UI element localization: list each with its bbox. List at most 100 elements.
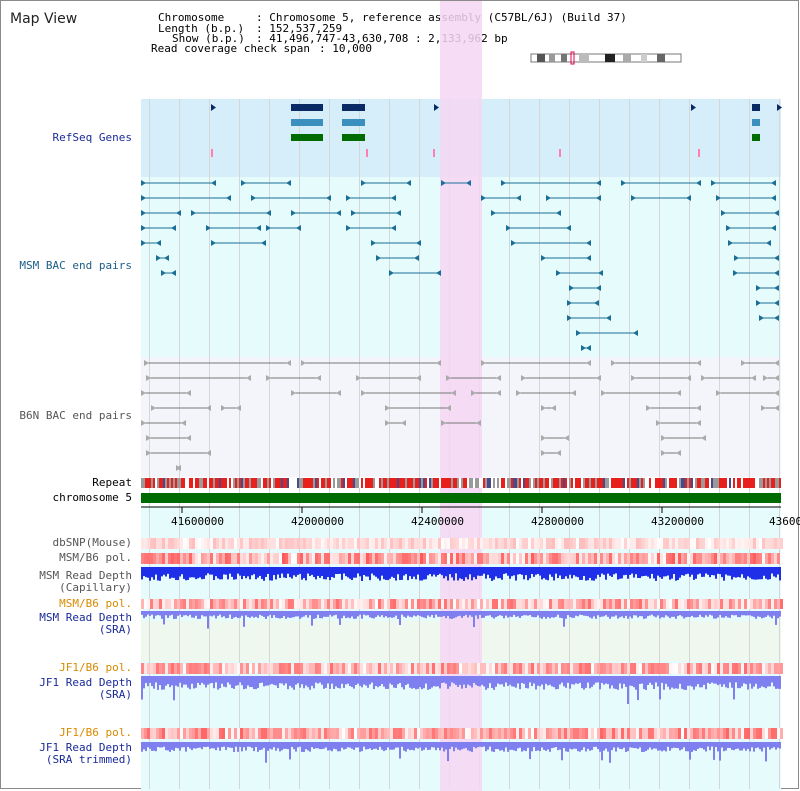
pol-heat-cell bbox=[720, 663, 723, 674]
pol-heat-cell bbox=[699, 553, 702, 564]
depth-bar bbox=[199, 567, 201, 578]
repeat-segment bbox=[321, 478, 323, 488]
depth-bar bbox=[505, 676, 507, 683]
track-label-jf1-b6-pol-2[interactable]: JF1/B6 pol. bbox=[59, 726, 132, 739]
pol-heat-cell bbox=[171, 538, 174, 549]
depth-bar bbox=[741, 611, 743, 616]
pol-heat-cell bbox=[597, 538, 600, 549]
pol-heat-cell bbox=[228, 538, 231, 549]
track-label-repeat[interactable]: Repeat bbox=[92, 476, 132, 489]
track-label-chromosome[interactable]: chromosome 5 bbox=[52, 491, 132, 504]
pol-heat-cell bbox=[384, 553, 387, 564]
pol-heat-cell bbox=[738, 663, 741, 674]
track-label-msm-depth-cap-1[interactable]: MSM Read Depth bbox=[39, 569, 132, 582]
depth-bar bbox=[287, 611, 289, 618]
depth-bar bbox=[711, 611, 713, 616]
pol-heat-cell bbox=[363, 538, 366, 549]
depth-bar bbox=[641, 676, 643, 684]
depth-bar bbox=[649, 567, 651, 579]
pol-heat-cell bbox=[411, 553, 414, 564]
depth-bar bbox=[595, 676, 597, 683]
pol-heat-cell bbox=[345, 538, 348, 549]
grid-line bbox=[149, 99, 150, 789]
pol-heat-cell bbox=[507, 728, 510, 739]
pol-heat-cell bbox=[537, 553, 540, 564]
repeat-segment bbox=[343, 478, 345, 488]
refseq-marker bbox=[433, 149, 435, 157]
repeat-segment bbox=[523, 478, 525, 488]
pol-heat-cell bbox=[297, 728, 300, 739]
depth-bar bbox=[765, 567, 767, 579]
pol-heat-cell bbox=[333, 538, 336, 549]
depth-bar bbox=[729, 676, 731, 683]
pol-heat-cell bbox=[285, 538, 288, 549]
depth-bar bbox=[295, 742, 297, 752]
depth-bar bbox=[767, 676, 769, 687]
repeat-segment bbox=[313, 478, 315, 488]
selection-highlight[interactable] bbox=[440, 1, 482, 791]
depth-bar bbox=[663, 567, 665, 577]
depth-bar bbox=[353, 611, 355, 619]
depth-bar bbox=[605, 742, 607, 749]
depth-bar bbox=[641, 567, 643, 577]
depth-bar bbox=[205, 676, 207, 688]
pol-heat-cell bbox=[195, 663, 198, 674]
repeat-segment bbox=[375, 478, 377, 488]
depth-bar bbox=[415, 611, 417, 617]
track-label-b6n-bac[interactable]: B6N BAC end pairs bbox=[19, 409, 132, 422]
depth-bar bbox=[237, 567, 239, 574]
pol-heat-cell bbox=[402, 663, 405, 674]
pol-heat-cell bbox=[180, 663, 183, 674]
pol-heat-cell bbox=[252, 599, 255, 609]
pol-heat-cell bbox=[255, 663, 258, 674]
depth-bar bbox=[659, 611, 661, 619]
refseq-gene-green bbox=[752, 134, 760, 141]
pol-heat-cell bbox=[459, 728, 462, 739]
repeat-segment bbox=[521, 478, 523, 488]
depth-bar bbox=[681, 567, 683, 576]
repeat-segment bbox=[365, 478, 367, 488]
repeat-segment bbox=[629, 478, 631, 488]
depth-bar bbox=[293, 676, 295, 690]
depth-bar bbox=[771, 742, 773, 749]
track-label-msm-b6-pol-2[interactable]: MSM/B6 pol. bbox=[59, 597, 132, 610]
track-label-msm-depth-sra-1[interactable]: MSM Read Depth bbox=[39, 611, 132, 624]
pol-heat-cell bbox=[627, 553, 630, 564]
depth-bar bbox=[475, 742, 477, 749]
pol-heat-cell bbox=[648, 538, 651, 549]
depth-bar bbox=[243, 742, 245, 748]
repeat-segment bbox=[683, 478, 685, 488]
pol-heat-cell bbox=[222, 599, 225, 609]
depth-bar bbox=[749, 611, 751, 616]
depth-bar bbox=[457, 676, 459, 687]
depth-bar bbox=[761, 611, 763, 619]
track-label-jf1-depth-trim-1[interactable]: JF1 Read Depth bbox=[39, 741, 132, 754]
depth-bar bbox=[613, 567, 615, 575]
depth-bar bbox=[471, 567, 473, 581]
pol-heat-cell bbox=[435, 663, 438, 674]
pol-heat-cell bbox=[330, 538, 333, 549]
pol-heat-cell bbox=[729, 728, 732, 739]
repeat-segment bbox=[643, 478, 645, 488]
depth-bar bbox=[459, 742, 461, 751]
b6n-bac-end bbox=[446, 375, 451, 381]
track-label-refseq[interactable]: RefSeq Genes bbox=[52, 131, 132, 144]
pol-heat-cell bbox=[264, 553, 267, 564]
msm-bac-end bbox=[266, 225, 271, 231]
depth-bar bbox=[725, 611, 727, 617]
track-label-msm-bac[interactable]: MSM BAC end pairs bbox=[19, 259, 132, 272]
pol-heat-cell bbox=[477, 538, 480, 549]
track-label-msm-b6-pol-1[interactable]: MSM/B6 pol. bbox=[59, 551, 132, 564]
b6n-bac-end bbox=[146, 375, 151, 381]
depth-bar bbox=[763, 742, 765, 748]
pol-heat-cell bbox=[693, 538, 696, 549]
msm-bac-end bbox=[596, 180, 601, 186]
track-label-jf1-depth-sra-1[interactable]: JF1 Read Depth bbox=[39, 676, 132, 689]
pol-heat-cell bbox=[192, 728, 195, 739]
track-label-dbsnp[interactable]: dbSNP(Mouse) bbox=[52, 536, 132, 549]
pol-heat-cell bbox=[660, 599, 663, 609]
depth-bar bbox=[507, 676, 509, 686]
repeat-segment bbox=[467, 478, 469, 488]
track-label-jf1-b6-pol-1[interactable]: JF1/B6 pol. bbox=[59, 661, 132, 674]
